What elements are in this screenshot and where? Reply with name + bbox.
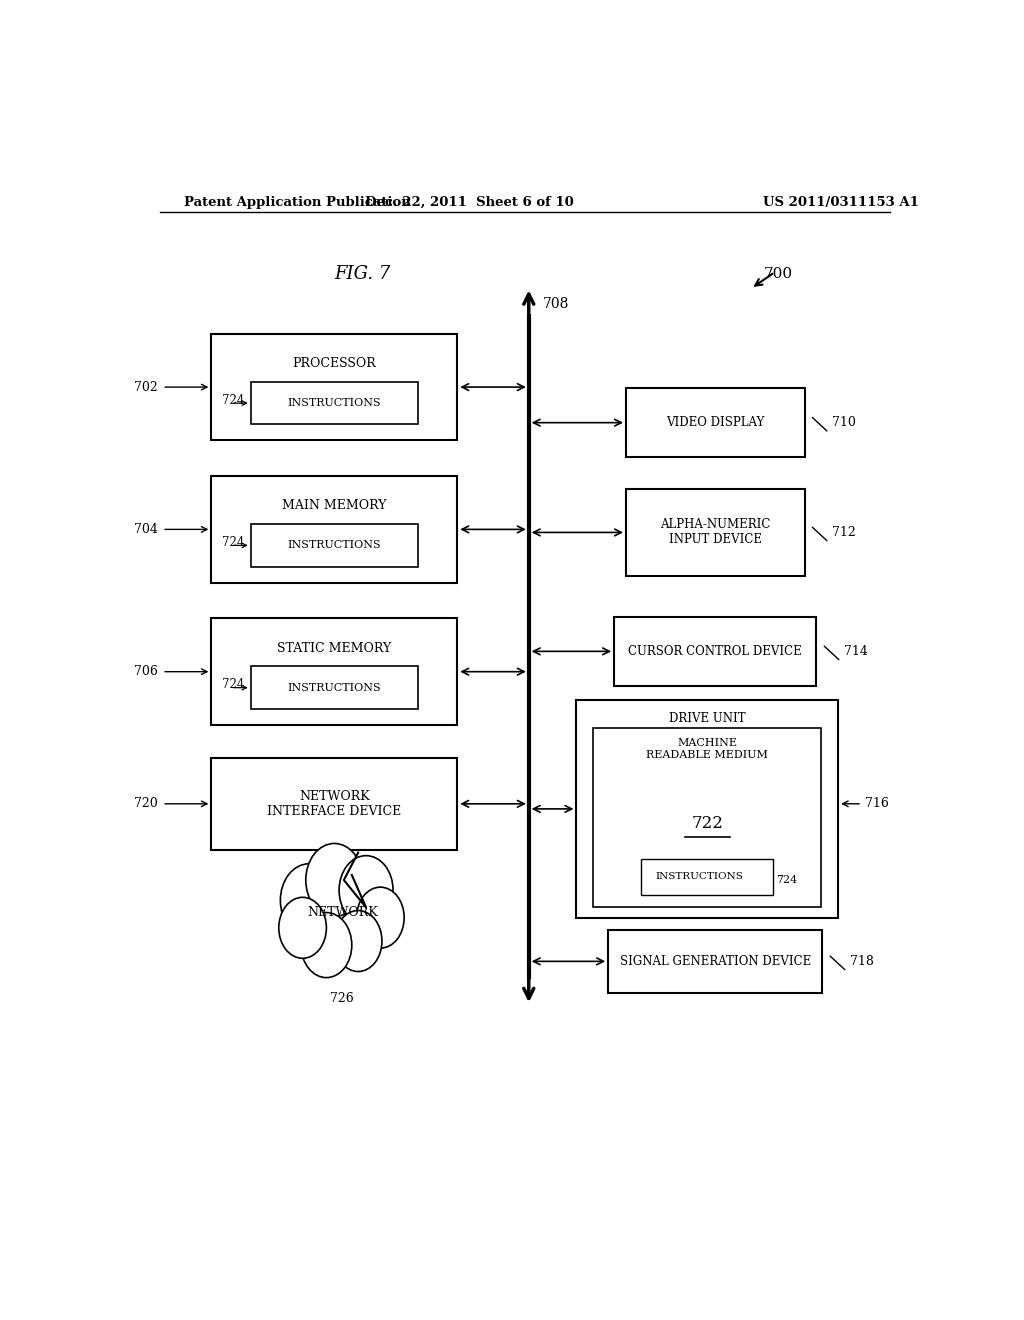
Circle shape [356,887,404,948]
Text: 722: 722 [691,814,723,832]
Bar [211,618,458,725]
Bar [614,616,816,686]
Text: 704: 704 [134,523,158,536]
Text: 720: 720 [134,797,158,810]
Text: NETWORK: NETWORK [307,906,378,919]
Text: INSTRUCTIONS: INSTRUCTIONS [288,682,381,693]
Text: 706: 706 [134,665,158,678]
Text: STATIC MEMORY: STATIC MEMORY [278,642,391,655]
Text: 726: 726 [331,991,354,1005]
Circle shape [339,855,393,925]
Text: INSTRUCTIONS: INSTRUCTIONS [288,540,381,550]
Text: Patent Application Publication: Patent Application Publication [183,195,411,209]
Text: FIG. 7: FIG. 7 [334,265,390,282]
Bar [251,381,418,425]
Text: 718: 718 [850,954,874,968]
Text: 716: 716 [865,797,889,810]
Circle shape [306,843,362,916]
Text: 714: 714 [844,645,868,657]
Bar [626,490,805,576]
Text: US 2011/0311153 A1: US 2011/0311153 A1 [763,195,919,209]
Text: PROCESSOR: PROCESSOR [293,358,376,370]
Text: INSTRUCTIONS: INSTRUCTIONS [655,873,743,882]
Text: 724: 724 [222,536,245,549]
Bar [251,524,418,566]
Circle shape [279,898,327,958]
Text: DRIVE UNIT: DRIVE UNIT [669,711,745,725]
Text: 702: 702 [134,380,158,393]
Circle shape [281,863,338,937]
Bar [211,477,458,582]
Bar [211,334,458,441]
Text: SIGNAL GENERATION DEVICE: SIGNAL GENERATION DEVICE [620,954,811,968]
Text: Dec. 22, 2011  Sheet 6 of 10: Dec. 22, 2011 Sheet 6 of 10 [365,195,573,209]
Text: 710: 710 [833,416,856,429]
Text: 724: 724 [222,678,245,692]
Bar [608,929,822,993]
Text: NETWORK
INTERFACE DEVICE: NETWORK INTERFACE DEVICE [267,789,401,818]
Text: 708: 708 [543,297,569,312]
Text: 724: 724 [776,875,797,884]
Circle shape [301,912,352,978]
Bar [251,667,418,709]
Text: VIDEO DISPLAY: VIDEO DISPLAY [666,416,765,429]
Text: 712: 712 [833,525,856,539]
Bar [641,859,773,895]
Bar [577,700,839,919]
Text: 700: 700 [764,267,794,281]
Text: MAIN MEMORY: MAIN MEMORY [282,499,387,512]
Bar [211,758,458,850]
Text: MACHINE
READABLE MEDIUM: MACHINE READABLE MEDIUM [646,738,768,760]
Text: ALPHA-NUMERIC
INPUT DEVICE: ALPHA-NUMERIC INPUT DEVICE [660,519,770,546]
Text: 724: 724 [222,393,245,407]
Bar [593,729,821,907]
Text: INSTRUCTIONS: INSTRUCTIONS [288,399,381,408]
Bar [626,388,805,457]
Text: CURSOR CONTROL DEVICE: CURSOR CONTROL DEVICE [629,645,802,657]
Circle shape [334,911,382,972]
